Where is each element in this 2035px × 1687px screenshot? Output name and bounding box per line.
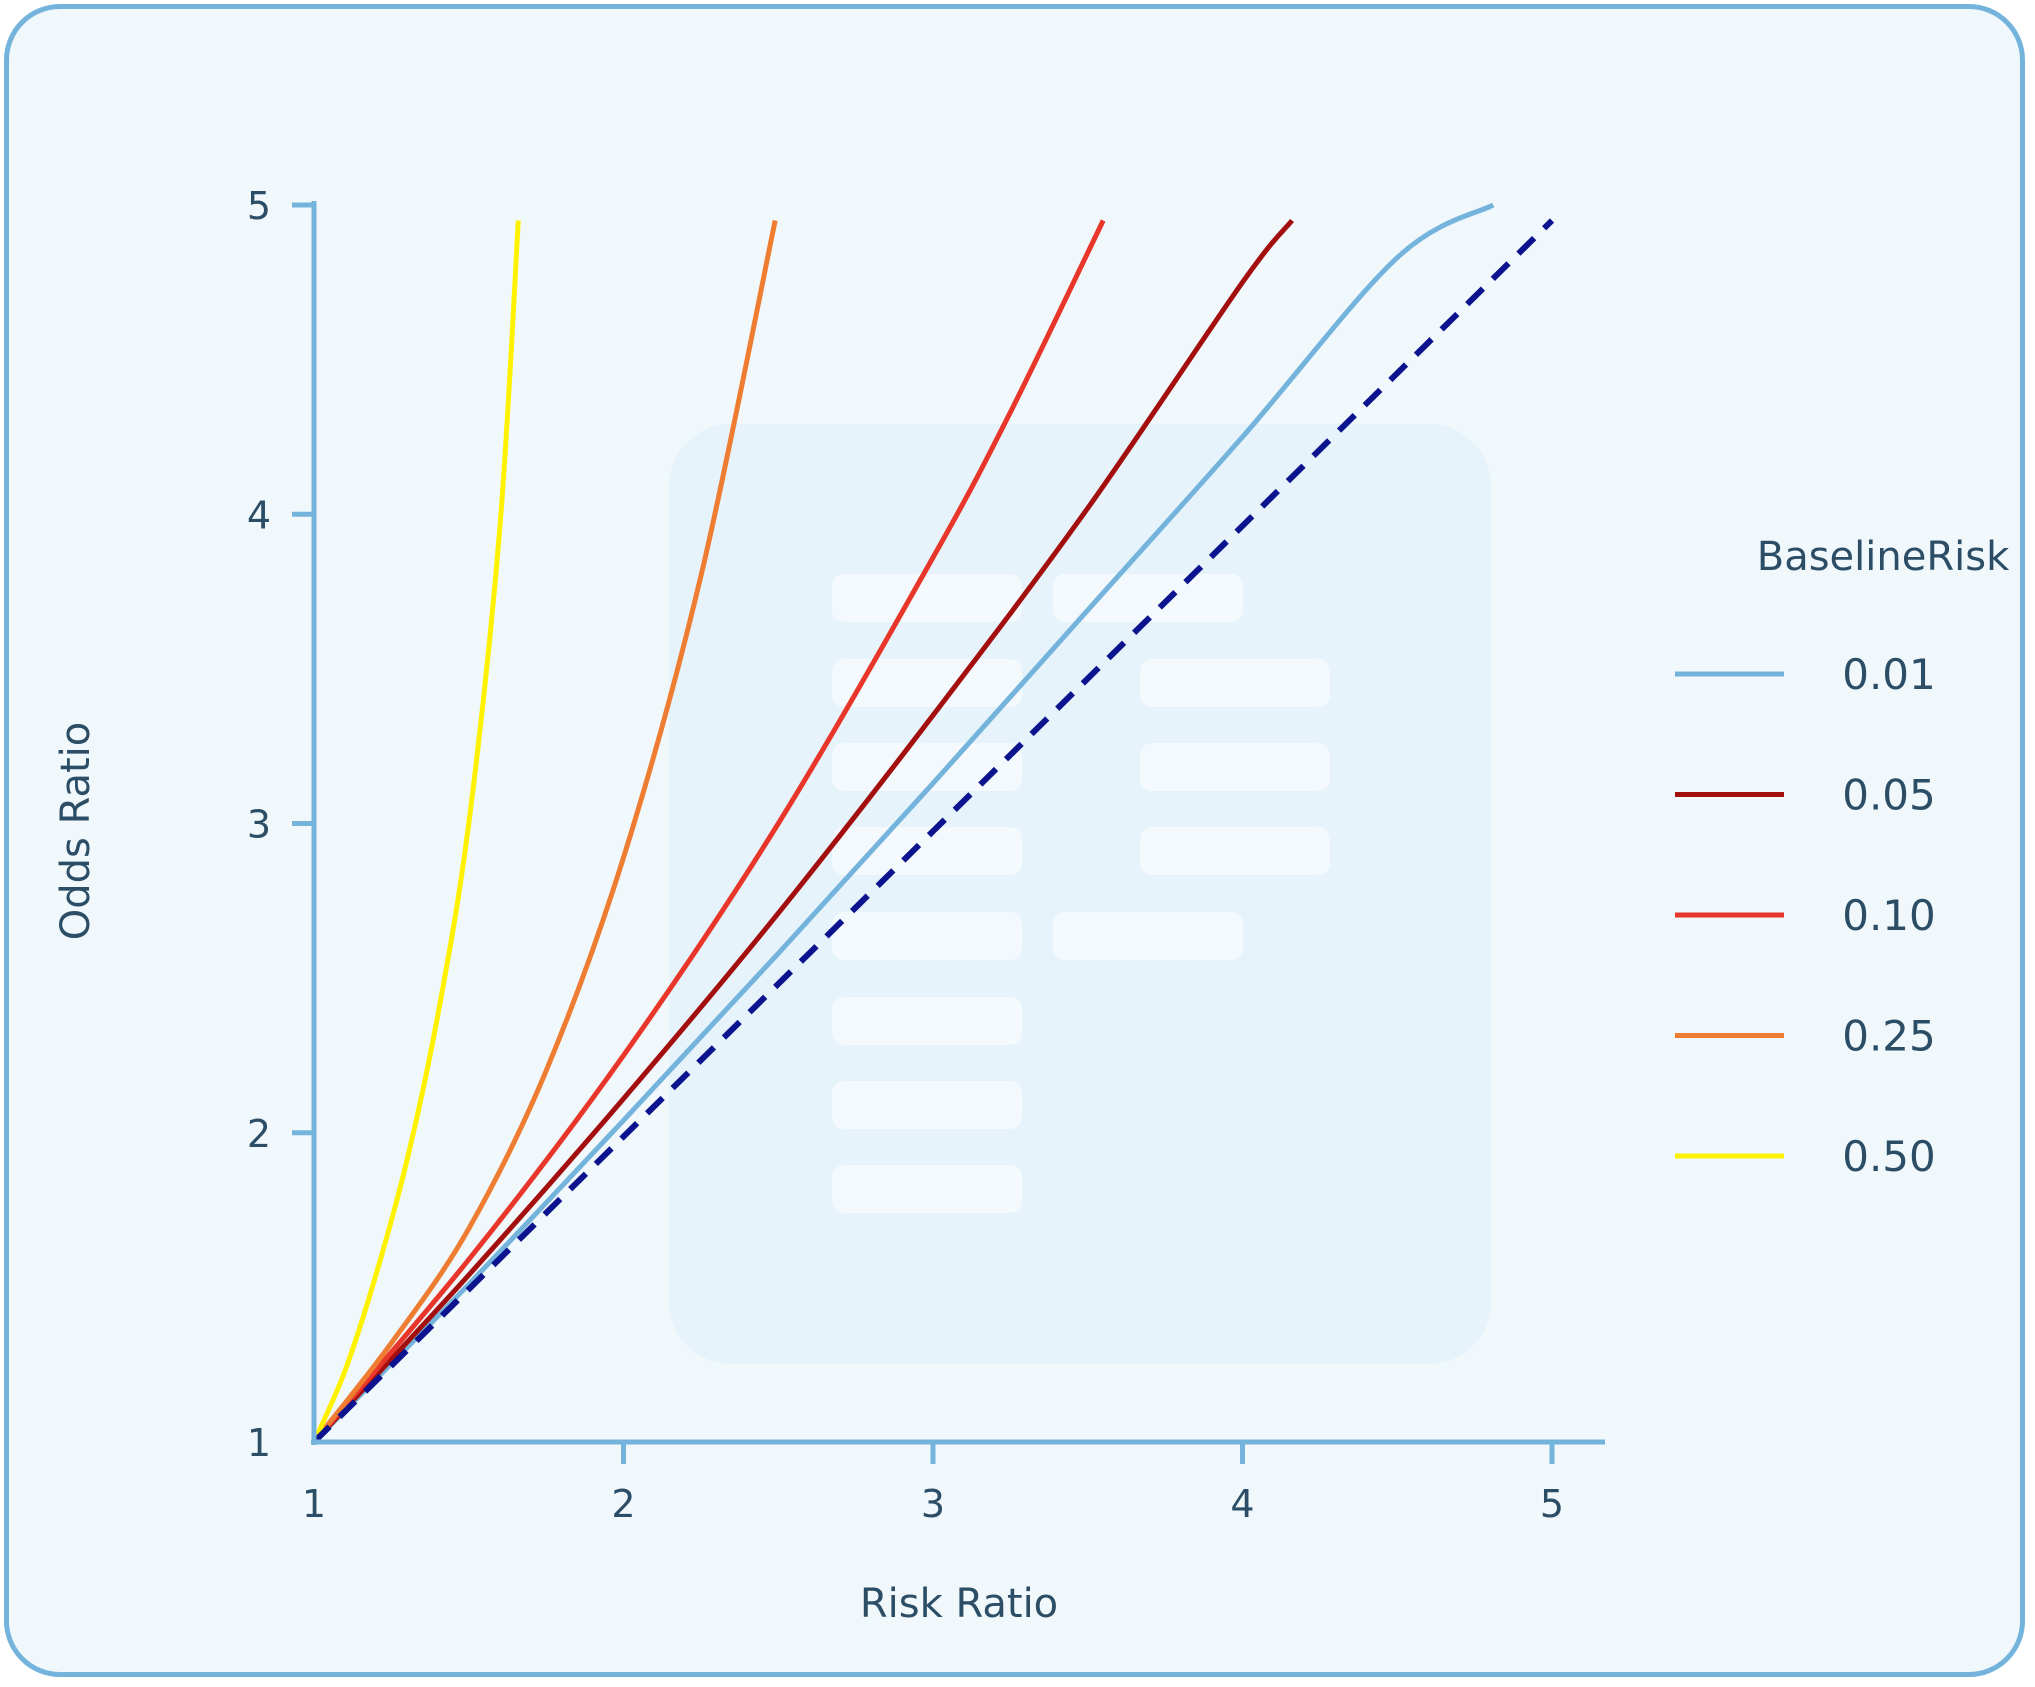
series-line-0-50 <box>311 220 521 1444</box>
legend-label: 0.10 <box>1842 891 1936 940</box>
axes-layer: 1 2 3 4 5 1 2 3 4 5 <box>247 184 1605 1526</box>
decor-bar <box>832 997 1022 1045</box>
x-tick-label: 2 <box>611 1482 635 1526</box>
decor-bar <box>1140 743 1330 791</box>
decor-bar <box>832 912 1022 960</box>
decor-bar <box>832 1081 1022 1129</box>
x-tick-label: 5 <box>1540 1482 1564 1526</box>
series-line-0-05 <box>312 218 1294 1444</box>
series-line-0-10 <box>312 219 1106 1444</box>
x-tick-label: 4 <box>1230 1482 1254 1526</box>
y-tick-label: 4 <box>247 493 271 537</box>
decor-bar <box>1140 659 1330 707</box>
y-tick-label: 3 <box>247 803 271 847</box>
legend-label: 0.01 <box>1842 650 1936 699</box>
series-layer <box>311 202 1555 1445</box>
chart-card: 1 2 3 4 5 1 2 3 4 5 Risk Ratio Odds Ratio Baselin… <box>4 4 2025 1677</box>
decor-bar <box>1053 574 1243 622</box>
y-tick-label: 2 <box>247 1112 271 1156</box>
decor-bar <box>832 574 1022 622</box>
x-tick-label: 3 <box>921 1482 945 1526</box>
y-tick-label: 1 <box>247 1421 271 1465</box>
y-tick-label: 5 <box>247 184 271 228</box>
decor-bar <box>1053 912 1243 960</box>
decor-bar <box>832 743 1022 791</box>
legend-label: 0.50 <box>1842 1132 1936 1181</box>
legend: BaselineRisk 0.01 0.05 0.10 0.25 0.50 <box>1675 534 2010 1181</box>
legend-title: BaselineRisk <box>1757 534 2010 580</box>
x-tick-label: 1 <box>302 1482 326 1526</box>
decor-bar <box>1140 827 1330 875</box>
series-line-0-25 <box>312 219 778 1444</box>
decor-bar <box>832 1165 1022 1213</box>
legend-label: 0.25 <box>1842 1012 1936 1061</box>
series-line-0-01 <box>312 202 1495 1444</box>
x-axis-title: Risk Ratio <box>860 1581 1058 1627</box>
reference-line <box>311 218 1555 1445</box>
decor-bar <box>832 659 1022 707</box>
legend-label: 0.05 <box>1842 771 1936 820</box>
decor-bar <box>832 827 1022 875</box>
odds-vs-risk-ratio-chart: 1 2 3 4 5 1 2 3 4 5 Risk Ratio Odds Ratio Baselin… <box>53 184 2010 1627</box>
y-axis-title: Odds Ratio <box>53 722 99 941</box>
